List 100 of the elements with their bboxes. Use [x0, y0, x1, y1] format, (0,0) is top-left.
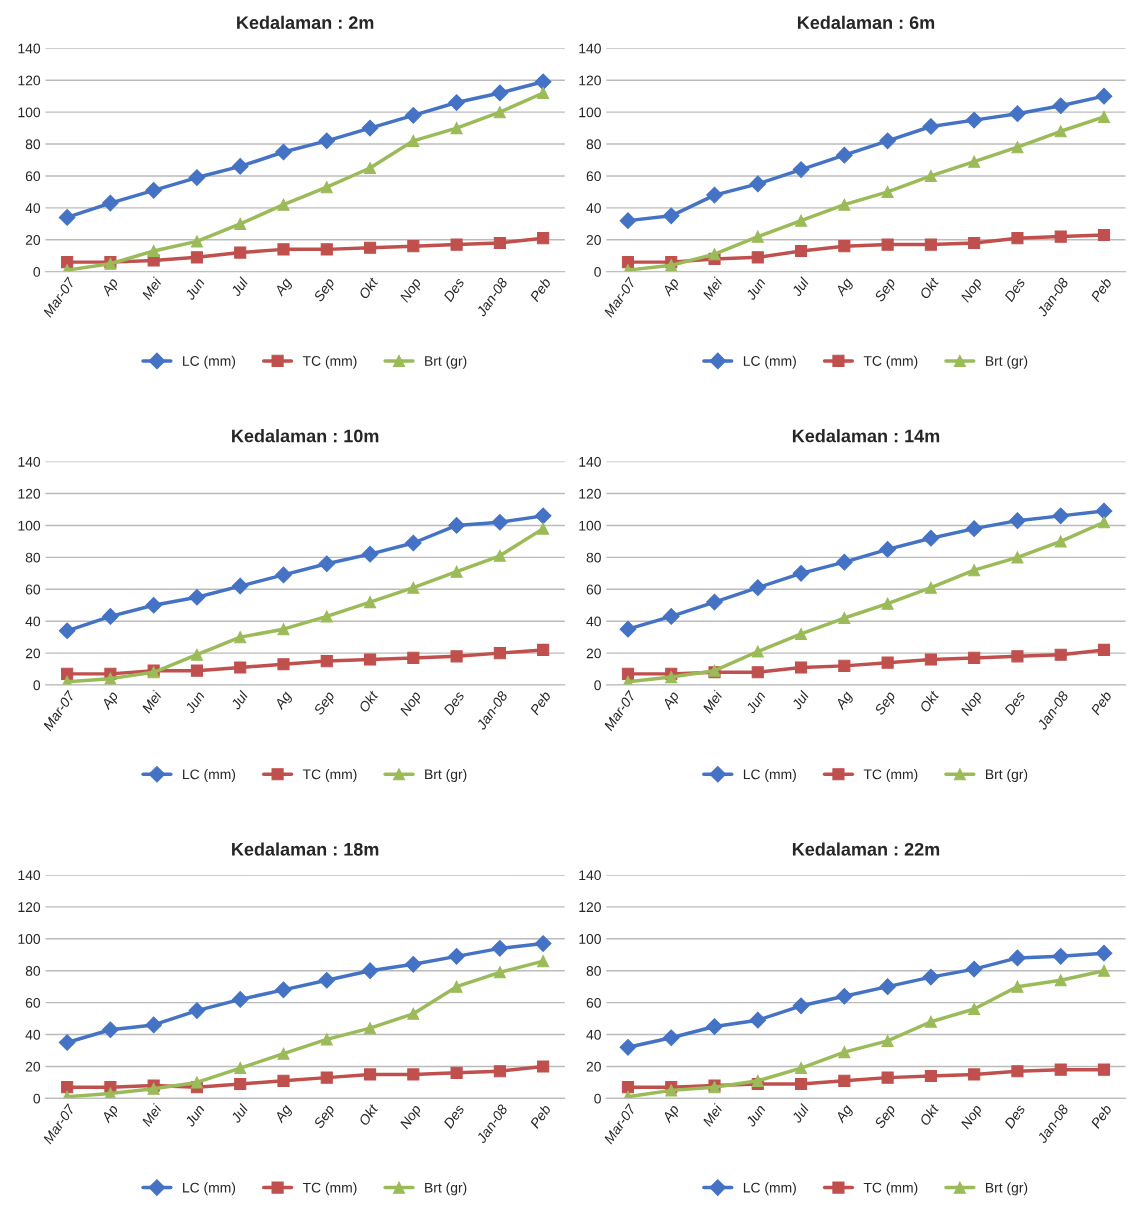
- point: [706, 186, 723, 204]
- x-tick-label: Ag: [834, 276, 855, 299]
- x-tick-label: Okt: [918, 1102, 940, 1127]
- point: [491, 939, 509, 957]
- point: [102, 1021, 119, 1039]
- point: [879, 132, 896, 150]
- point: [794, 1077, 808, 1091]
- point: [1009, 949, 1026, 967]
- legend-label: Brt (gr): [986, 355, 1028, 369]
- point: [277, 1047, 290, 1060]
- point: [493, 647, 506, 660]
- point: [318, 132, 336, 150]
- x-tick-label: Okt: [358, 689, 379, 713]
- y-tick-label: 80: [586, 139, 601, 150]
- point: [708, 248, 721, 261]
- point: [61, 1081, 74, 1094]
- point: [537, 955, 550, 968]
- y-tick-label: 0: [33, 1093, 41, 1104]
- point: [404, 534, 422, 552]
- point: [835, 146, 853, 164]
- point: [838, 240, 851, 253]
- point: [234, 217, 247, 230]
- y-tick-label: 120: [579, 902, 601, 913]
- y-tick-label: 20: [586, 648, 601, 659]
- point: [277, 658, 290, 671]
- x-tick-label: Jun: [184, 690, 205, 715]
- x-tick-label: Jul: [230, 276, 249, 297]
- point: [277, 623, 290, 636]
- x-tick-label: Okt: [918, 689, 940, 713]
- point: [190, 664, 204, 677]
- x-tick-label: Des: [443, 277, 465, 303]
- y-tick-label: 0: [594, 267, 601, 277]
- point: [968, 651, 981, 664]
- point: [450, 122, 463, 135]
- point: [363, 595, 377, 609]
- point: [277, 243, 290, 256]
- point: [320, 181, 333, 194]
- x-tick-label: Sep: [873, 1103, 898, 1131]
- point: [706, 1018, 723, 1035]
- x-tick-label: Des: [1003, 1103, 1026, 1129]
- chart-title: Kedalaman : 18m: [232, 842, 379, 856]
- point: [792, 997, 810, 1015]
- point: [450, 238, 463, 251]
- point: [838, 611, 851, 625]
- y-tick-label: 140: [579, 456, 601, 467]
- point: [1054, 535, 1067, 548]
- point: [450, 1066, 463, 1079]
- point: [881, 185, 894, 198]
- point: [965, 111, 983, 129]
- point: [1011, 980, 1024, 993]
- point: [1052, 507, 1070, 525]
- point: [924, 653, 937, 666]
- point: [493, 236, 506, 250]
- y-tick-label: 20: [25, 235, 41, 245]
- point: [407, 134, 420, 147]
- legend-label: Brt (gr): [986, 1182, 1028, 1196]
- point: [318, 971, 336, 989]
- point: [491, 84, 509, 102]
- y-tick-label: 120: [18, 75, 41, 86]
- point: [968, 1002, 981, 1016]
- y-tick-label: 100: [579, 520, 601, 531]
- point: [749, 579, 767, 597]
- y-tick-label: 120: [579, 75, 601, 86]
- legend-label: LC (mm): [183, 1182, 236, 1196]
- point: [1011, 551, 1024, 564]
- y-tick-label: 60: [25, 171, 41, 182]
- chart-title: Kedalaman : 22m: [792, 842, 940, 856]
- point: [881, 1071, 894, 1084]
- point: [1097, 643, 1111, 656]
- point: [1011, 1065, 1024, 1078]
- point: [794, 244, 808, 258]
- x-tick-label: Okt: [358, 276, 379, 300]
- point: [1097, 516, 1111, 529]
- point: [749, 1011, 767, 1029]
- x-tick-label: Ag: [273, 690, 295, 712]
- x-tick-label: Peb: [529, 1103, 552, 1129]
- point: [104, 672, 117, 685]
- y-tick-label: 140: [18, 456, 41, 467]
- x-tick-label: Ap: [661, 690, 682, 712]
- x-tick-label: Ag: [834, 1103, 855, 1126]
- point: [491, 513, 509, 531]
- legend-label: LC (mm): [183, 355, 236, 369]
- x-tick-label: Ag: [834, 690, 855, 712]
- y-tick-label: 120: [18, 488, 41, 499]
- x-tick-label: Jun: [745, 1104, 766, 1128]
- point: [924, 238, 937, 251]
- point: [407, 240, 420, 253]
- y-tick-label: 80: [25, 966, 41, 976]
- point: [662, 207, 680, 225]
- point: [361, 119, 379, 137]
- point: [320, 610, 333, 623]
- x-tick-label: Jun: [184, 1104, 205, 1128]
- y-tick-label: 40: [586, 616, 601, 627]
- point: [1011, 141, 1024, 154]
- point: [145, 181, 163, 199]
- point: [190, 235, 204, 248]
- point: [838, 1074, 851, 1087]
- y-tick-label: 60: [586, 997, 601, 1008]
- point: [881, 656, 894, 669]
- x-tick-label: Ap: [100, 690, 121, 712]
